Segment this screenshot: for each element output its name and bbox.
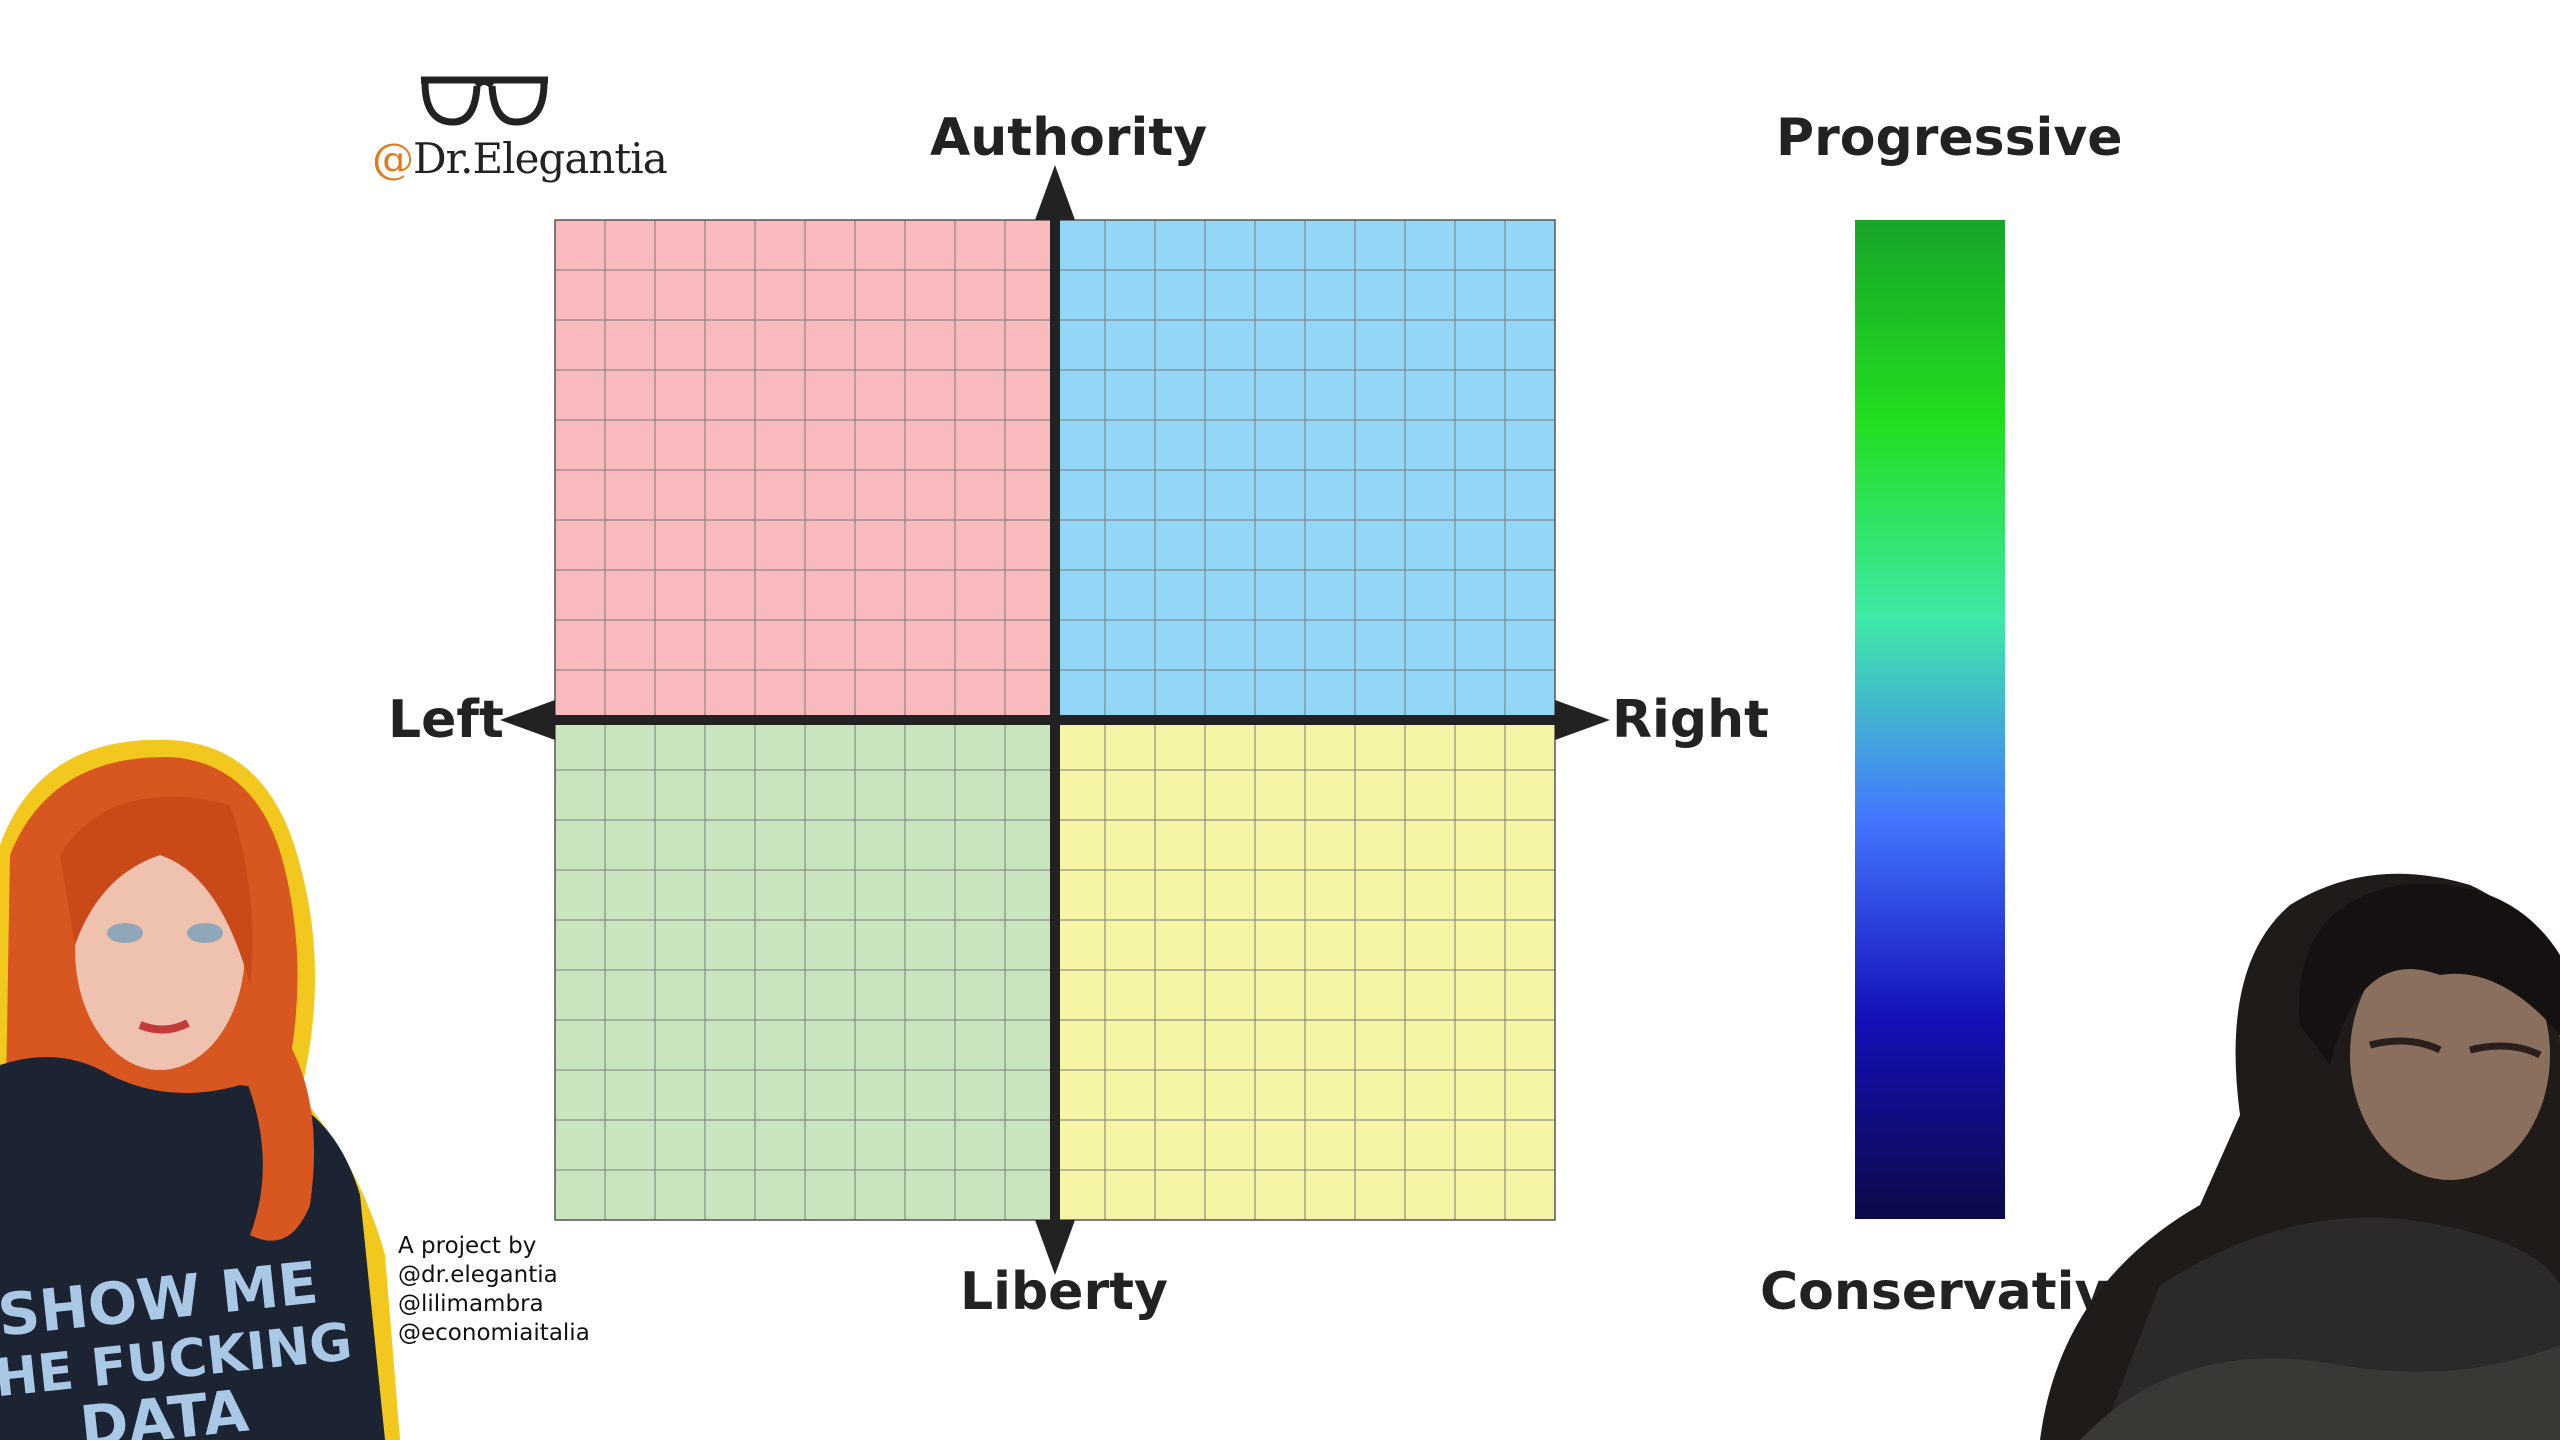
progressive-conservative-scale	[1855, 220, 2005, 1219]
credits-handle: @dr.elegantia	[398, 1262, 558, 1288]
arrow-left-icon	[500, 700, 555, 740]
axis-label-liberty: Liberty	[960, 1262, 1168, 1322]
glasses-icon	[421, 76, 548, 126]
credits: A project by @dr.elegantia @lilimambra @…	[398, 1232, 590, 1348]
logo-name: Dr.Elegantia	[413, 134, 668, 183]
axis-label-authority: Authority	[930, 108, 1208, 168]
scale-label-progressive: Progressive	[1776, 108, 2123, 168]
arrow-right-icon	[1555, 700, 1610, 740]
arrow-down-icon	[1035, 1220, 1075, 1275]
axis-label-left: Left	[388, 690, 504, 750]
compass-axes	[500, 165, 1610, 1275]
logo-text: @Dr.Elegantia	[372, 134, 668, 183]
logo-at: @	[372, 134, 414, 183]
credits-handle: @lilimambra	[398, 1291, 544, 1317]
portrait-left: SHOW ME HE FUCKING DATA	[0, 739, 400, 1440]
horizontal-axis	[545, 715, 1565, 725]
credits-handle: @economiaitalia	[398, 1320, 590, 1346]
political-compass	[500, 165, 1610, 1275]
axis-label-right: Right	[1612, 690, 1769, 750]
portrait-right	[2040, 873, 2560, 1440]
credits-line: A project by	[398, 1233, 537, 1259]
arrow-up-icon	[1035, 165, 1075, 220]
scale-label-conservative: Conservative	[1760, 1262, 2144, 1322]
logo: @Dr.Elegantia	[372, 72, 668, 192]
